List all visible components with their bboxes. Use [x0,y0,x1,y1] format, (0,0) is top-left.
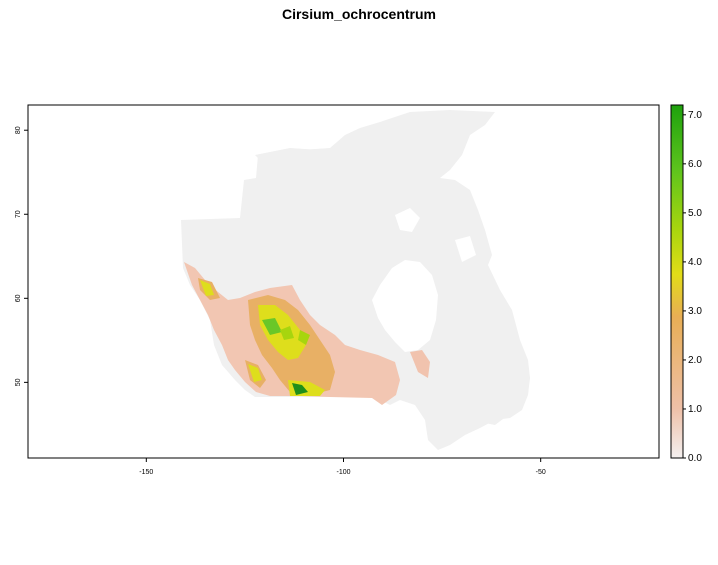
legend-tick-label: 0.0 [688,453,702,464]
legend-tick-label: 2.0 [688,355,702,366]
map-title: Cirsium_ochrocentrum [281,6,437,22]
y-axis: 50 60 70 80 [15,126,28,386]
legend-tick-label: 3.0 [688,306,702,317]
x-axis: -150 -100 -50 [139,458,546,476]
legend-tick-label: 7.0 [688,110,702,121]
legend-tick-label: 1.0 [688,404,702,415]
inlet [395,208,420,232]
x-tick-label: -50 [536,469,546,476]
y-tick-label: 70 [15,210,22,218]
x-tick-label: -150 [139,469,153,476]
suitability-layer [184,262,430,405]
legend-tick-label: 4.0 [688,257,702,268]
legend: 0.0 1.0 2.0 3.0 4.0 5.0 6.0 7.0 [670,104,702,464]
y-tick-label: 60 [15,294,22,302]
inlet [455,236,476,262]
legend-tick-label: 5.0 [688,208,702,219]
x-tick-label: -100 [336,469,350,476]
legend-tick-label: 6.0 [688,159,702,170]
y-tick-label: 50 [15,378,22,386]
hudson-bay [372,260,438,352]
y-tick-label: 80 [15,126,22,134]
legend-colorbar [670,104,684,459]
